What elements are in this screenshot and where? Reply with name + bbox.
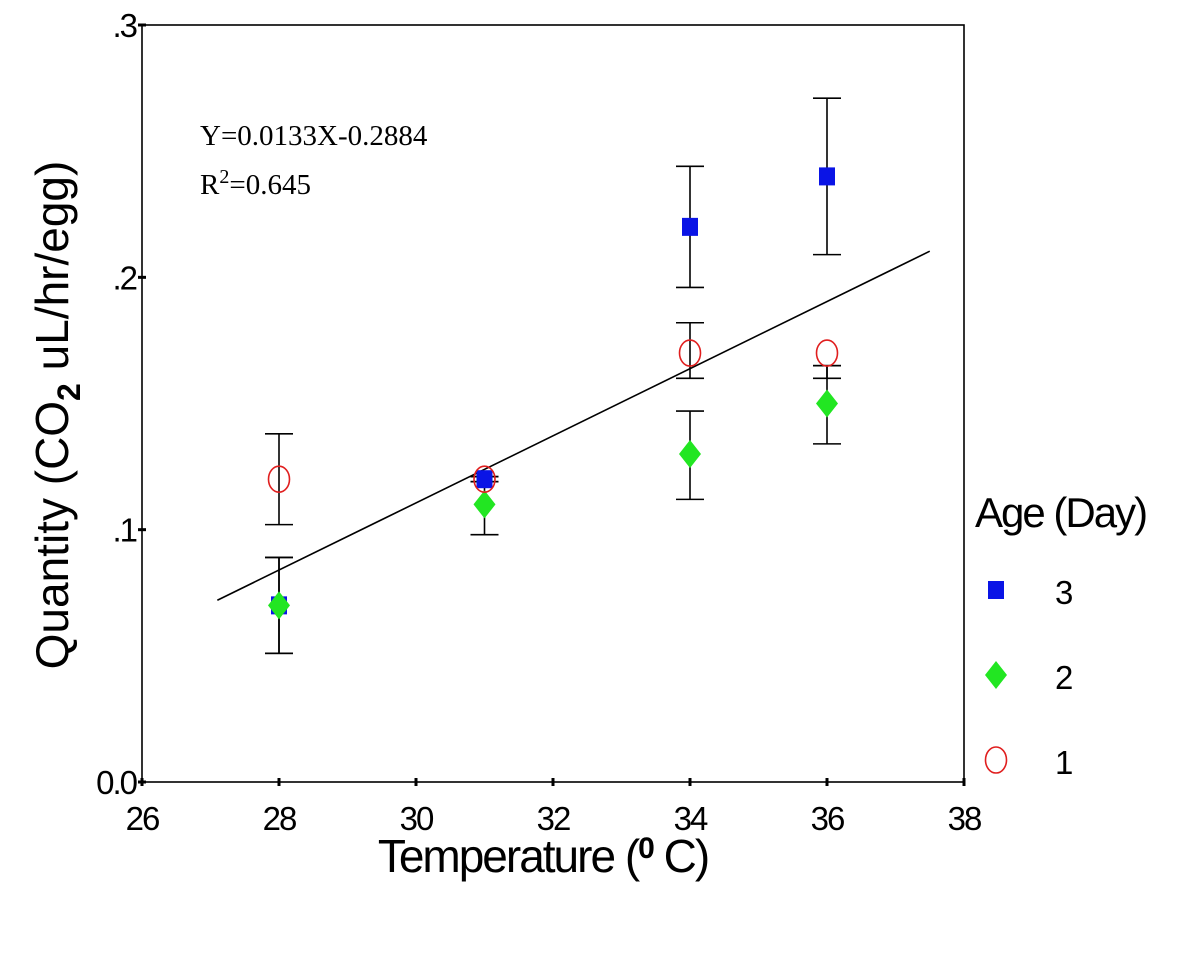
data-markers <box>267 167 839 620</box>
legend-label-age-3: 3 <box>1055 574 1073 611</box>
r-squared-annotation: R2=0.645 <box>200 166 311 201</box>
legend-marker-age-1 <box>984 746 1008 774</box>
regression-line <box>216 250 931 601</box>
data-point-age-2 <box>816 389 838 418</box>
y-tick-label: .2 <box>112 259 136 296</box>
data-point-age-3 <box>476 470 493 489</box>
legend-items: 3 2 1 <box>984 574 1073 781</box>
y-axis-title: Quantity (CO2 uL/hr/egg) <box>26 161 87 670</box>
x-tick-label: 32 <box>537 800 570 837</box>
x-tick-label: 34 <box>674 800 708 837</box>
data-point-age-1 <box>815 339 839 367</box>
y-axis-title-sub: 2 <box>51 383 87 401</box>
data-point-age-2 <box>473 490 496 519</box>
legend-title: Age (Day) <box>975 489 1146 536</box>
data-point-age-1 <box>267 465 291 494</box>
legend-marker-age-3 <box>988 581 1004 599</box>
data-point-age-2 <box>679 439 701 468</box>
legend: Age (Day) 3 2 1 <box>975 489 1148 781</box>
x-axis-title: Temperature (0 C) <box>378 830 708 882</box>
legend-marker-age-2 <box>985 661 1007 689</box>
legend-label-age-1: 1 <box>1055 744 1073 781</box>
regression-equation: Y=0.0133X-0.2884 <box>200 120 428 152</box>
data-point-age-1 <box>473 465 496 494</box>
data-point-age-2 <box>268 591 290 620</box>
r-squared-superscript: 2 <box>219 166 229 188</box>
axis-ticks: 26 28 30 32 34 36 38 0.0 .1 .2 .3 <box>96 7 983 837</box>
x-tick-label: 38 <box>948 800 981 837</box>
legend-label-age-2: 2 <box>1055 659 1073 696</box>
x-axis-title-main: Temperature ( <box>378 830 641 882</box>
y-axis-title-tail: uL/hr/egg) <box>26 161 78 383</box>
x-axis-title-tail: C) <box>653 830 708 882</box>
x-tick-label: 36 <box>811 800 844 837</box>
regression-line-group <box>216 250 931 601</box>
data-point-age-3 <box>819 167 835 186</box>
x-tick-label: 30 <box>400 800 434 837</box>
x-axis-title-super: 0 <box>638 832 654 865</box>
x-tick-label: 26 <box>126 800 159 837</box>
data-point-age-1 <box>678 339 702 367</box>
y-tick-label: 0.0 <box>96 764 138 801</box>
data-point-age-3 <box>682 217 698 236</box>
y-axis-title-main: Quantity (CO <box>26 401 78 669</box>
y-tick-label: .3 <box>112 7 136 44</box>
y-tick-label: .1 <box>112 512 136 549</box>
x-tick-label: 28 <box>263 800 296 837</box>
r-squared-value: =0.645 <box>229 169 311 201</box>
r-squared-prefix: R <box>200 169 220 201</box>
